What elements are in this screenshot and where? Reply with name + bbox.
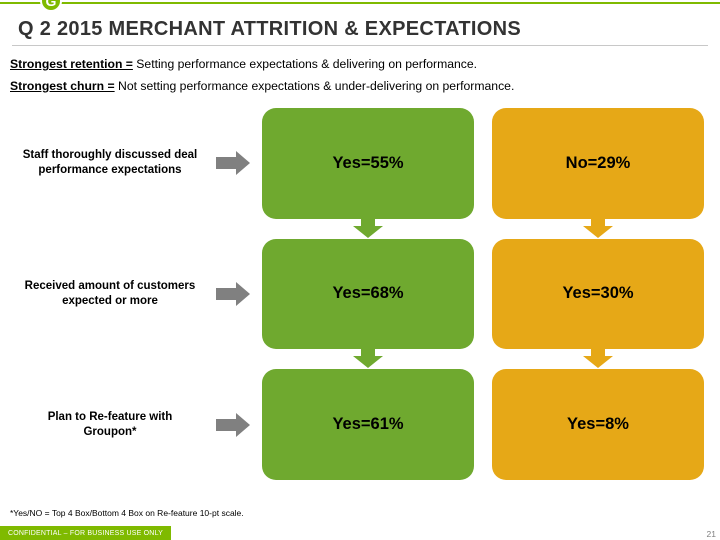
- pill-orange: Yes=8%: [492, 369, 704, 480]
- footer-text: CONFIDENTIAL – FOR BUSINESS USE ONLY: [8, 530, 163, 537]
- arrow-down-icon: [486, 349, 710, 369]
- churn-line: Strongest churn = Not setting performanc…: [10, 78, 710, 96]
- top-rule: [0, 2, 720, 4]
- arrow-down-icon: [256, 349, 480, 369]
- page-title: Q 2 2015 MERCHANT ATTRITION & EXPECTATIO…: [18, 18, 521, 41]
- intro-block: Strongest retention = Setting performanc…: [10, 56, 710, 99]
- retention-label: Strongest retention =: [10, 57, 133, 71]
- logo-badge: G: [40, 0, 62, 12]
- pill-green: Yes=55%: [262, 108, 474, 219]
- pill-green: Yes=61%: [262, 369, 474, 480]
- arrow-right-icon: [216, 239, 250, 350]
- flow-grid: Staff thoroughly discussed deal performa…: [10, 108, 710, 480]
- row-label: Received amount of customers expected or…: [10, 239, 210, 350]
- row-label: Plan to Re-feature with Groupon*: [10, 369, 210, 480]
- churn-text: Not setting performance expectations & u…: [118, 79, 514, 93]
- retention-text: Setting performance expectations & deliv…: [136, 57, 477, 71]
- slide-number: 21: [707, 529, 716, 539]
- footer-bar: CONFIDENTIAL – FOR BUSINESS USE ONLY: [0, 526, 171, 540]
- title-underline: [12, 45, 708, 46]
- row-label: Staff thoroughly discussed deal performa…: [10, 108, 210, 219]
- arrow-right-icon: [216, 369, 250, 480]
- pill-green: Yes=68%: [262, 239, 474, 350]
- arrow-right-icon: [216, 108, 250, 219]
- pill-orange: No=29%: [492, 108, 704, 219]
- footnote: *Yes/NO = Top 4 Box/Bottom 4 Box on Re-f…: [10, 508, 244, 518]
- arrow-down-icon: [256, 219, 480, 239]
- pill-orange: Yes=30%: [492, 239, 704, 350]
- arrow-down-icon: [486, 219, 710, 239]
- churn-label: Strongest churn =: [10, 79, 115, 93]
- retention-line: Strongest retention = Setting performanc…: [10, 56, 710, 74]
